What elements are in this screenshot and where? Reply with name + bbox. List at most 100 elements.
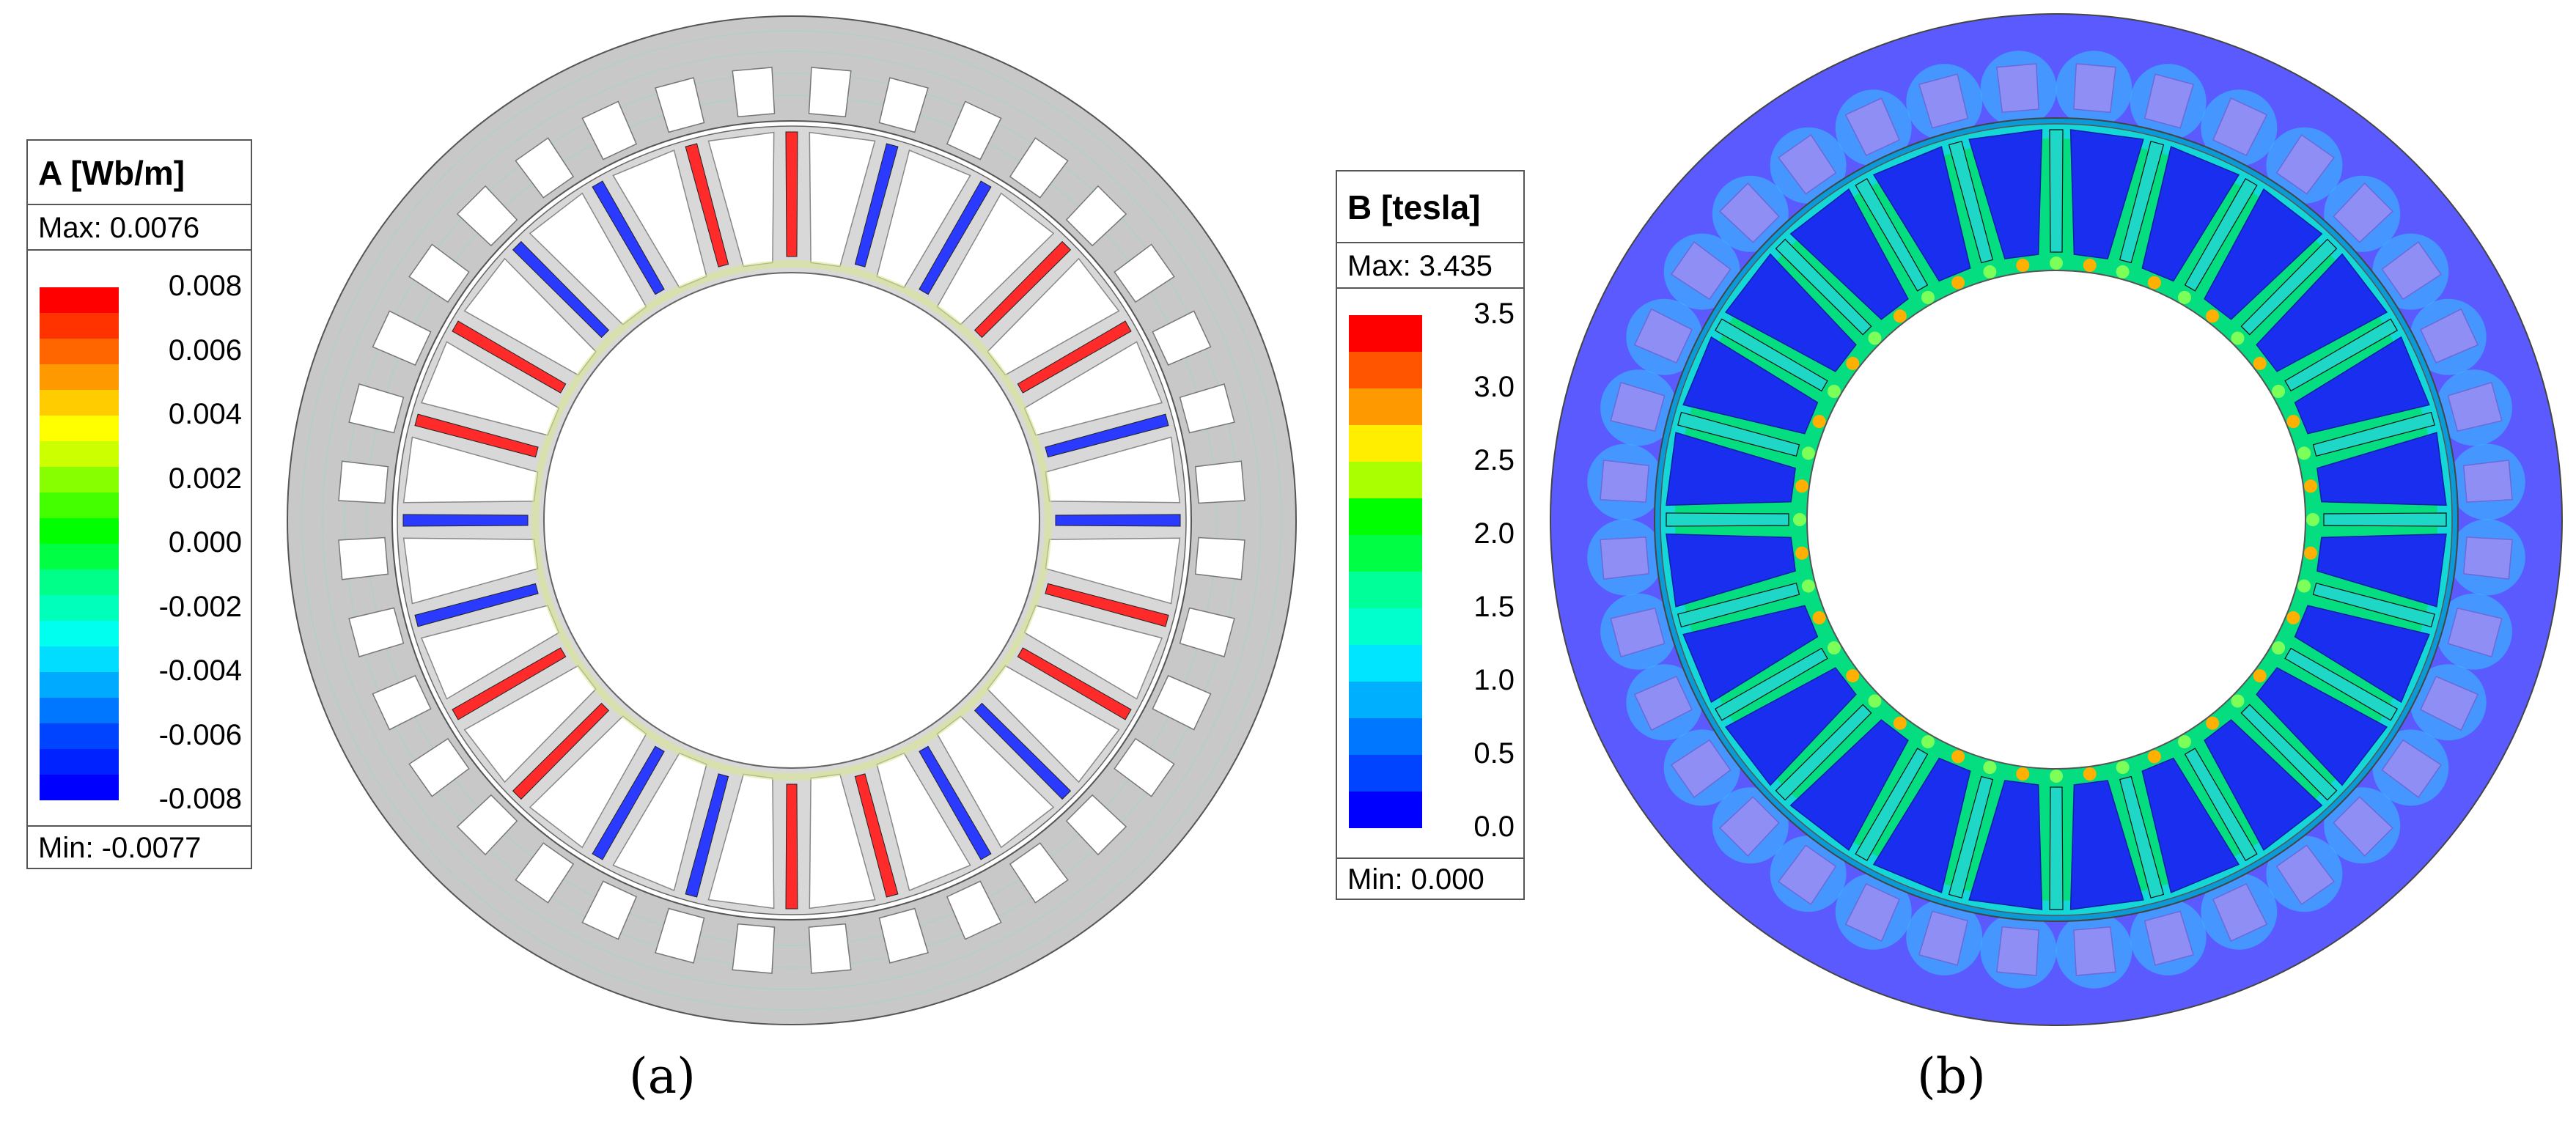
coil-conductor xyxy=(1017,647,1132,720)
coil-conductor xyxy=(2049,129,2064,253)
outer-slot xyxy=(1600,536,1650,580)
legend-b-swatch xyxy=(1349,792,1422,828)
outer-slot xyxy=(456,185,518,247)
motor-b-flux-density xyxy=(1550,13,2563,1026)
legend-a-swatch xyxy=(40,287,119,313)
legend-a-tick-label: 0.004 xyxy=(168,398,242,430)
flux-contour-line xyxy=(366,95,1218,946)
coil-conductor xyxy=(685,773,729,898)
coil-conductor xyxy=(1855,748,1929,862)
legend-b-swatch xyxy=(1349,755,1422,792)
outer-slot xyxy=(732,923,776,974)
outer-slot xyxy=(1152,674,1212,731)
outer-slot xyxy=(2143,73,2195,129)
coil-conductor xyxy=(1775,704,1872,801)
outer-slot xyxy=(808,923,852,974)
inner-slot xyxy=(2204,188,2323,320)
outer-slot xyxy=(2381,241,2443,300)
bore-saturation-dot xyxy=(2272,641,2286,654)
legend-a-swatch xyxy=(40,569,119,595)
coil-conductor xyxy=(974,240,1072,339)
outer-slot xyxy=(515,137,575,199)
coil-conductor xyxy=(2119,775,2165,899)
bore-saturation-dot xyxy=(2297,446,2311,460)
outer-slot xyxy=(1918,73,1969,129)
inner-slot xyxy=(2069,129,2144,259)
inner-slot xyxy=(2256,253,2388,372)
outer-slot xyxy=(2275,844,2335,906)
outer-slot xyxy=(878,907,929,964)
bore-saturation-dot xyxy=(2272,385,2286,398)
outer-slot xyxy=(655,907,705,964)
bore-saturation-dot xyxy=(1801,579,1815,593)
bore-saturation-dot xyxy=(1846,669,1860,683)
bore-saturation-dot xyxy=(2083,767,2097,781)
legend-b-swatch xyxy=(1349,388,1422,425)
coil-conductor xyxy=(592,180,665,295)
legend-a-swatch xyxy=(40,595,119,621)
outer-slot xyxy=(2420,676,2479,731)
outer-slot xyxy=(2462,460,2513,503)
outer-slot xyxy=(1670,241,1732,300)
bore-saturation-dot xyxy=(1812,611,1826,624)
outer-slot xyxy=(1633,676,1693,731)
bore-saturation-dot xyxy=(2297,579,2311,593)
outer-slot xyxy=(1065,185,1127,247)
legend-b: B [tesla] Max: 3.435 3.5 3.0 2.5 2.0 1.5 1.0 0… xyxy=(1336,170,1525,900)
bore-saturation-dot xyxy=(2083,259,2097,272)
bore-saturation-dot xyxy=(2286,415,2300,429)
outer-slot xyxy=(1179,383,1235,434)
outer-slot xyxy=(2333,796,2393,857)
bore-saturation-dot xyxy=(1921,290,1935,304)
bore-saturation-dot xyxy=(1983,265,1997,279)
outer-slot xyxy=(808,67,852,118)
outer-slot xyxy=(1719,182,1780,243)
legend-a-tick-label: 0.000 xyxy=(168,526,242,558)
inner-slot xyxy=(1724,253,1857,372)
coil-conductor xyxy=(414,583,539,627)
inner-slot xyxy=(1789,188,1909,320)
legend-b-tick-label: 1.0 xyxy=(1473,664,1515,696)
bore-saturation-dot xyxy=(1793,513,1806,526)
outer-slot xyxy=(1600,460,1650,503)
bore-saturation-dot xyxy=(2116,761,2130,775)
coil-conductor xyxy=(1677,582,1800,628)
inner-slot xyxy=(1968,780,2043,910)
inner-slot xyxy=(1666,533,1796,608)
outer-slot xyxy=(456,794,518,856)
bore-saturation-dot xyxy=(2253,356,2267,370)
coil-conductor xyxy=(1055,514,1181,527)
outer-slot xyxy=(338,536,389,580)
coil-conductor xyxy=(1045,583,1169,627)
outer-slot xyxy=(1194,536,1245,580)
outer-slot xyxy=(2381,739,2443,798)
coil-conductor xyxy=(1677,411,1800,457)
coil-conductor xyxy=(2284,647,2399,721)
legend-a-swatch xyxy=(40,518,119,544)
outer-slot xyxy=(1633,308,1693,364)
outer-slot xyxy=(946,880,1002,940)
outer-slot xyxy=(2333,182,2393,243)
legend-a-tick-label: -0.008 xyxy=(158,783,242,815)
bore-saturation-dot xyxy=(1795,479,1808,493)
coil-conductor xyxy=(919,745,992,860)
coil-conductor xyxy=(402,514,529,527)
outer-slot xyxy=(581,100,638,161)
outer-slot xyxy=(338,460,389,504)
legend-b-swatch xyxy=(1349,608,1422,645)
coil-conductor xyxy=(2323,512,2447,527)
legend-b-tick-label: 3.5 xyxy=(1473,298,1515,330)
legend-b-swatch xyxy=(1349,645,1422,682)
inner-slot xyxy=(2141,757,2240,893)
outer-slot xyxy=(2420,308,2479,364)
legend-a-swatch xyxy=(40,672,119,698)
bore-saturation-dot xyxy=(1868,331,1882,345)
coil-conductor xyxy=(592,745,665,860)
outer-slot xyxy=(372,674,432,731)
bore-saturation-dot xyxy=(1827,385,1841,398)
coil-conductor xyxy=(785,131,798,257)
outer-slot xyxy=(1996,926,2039,976)
coil-conductor xyxy=(1855,177,1929,292)
inner-slot xyxy=(2256,667,2388,786)
outer-slot xyxy=(1778,844,1837,906)
